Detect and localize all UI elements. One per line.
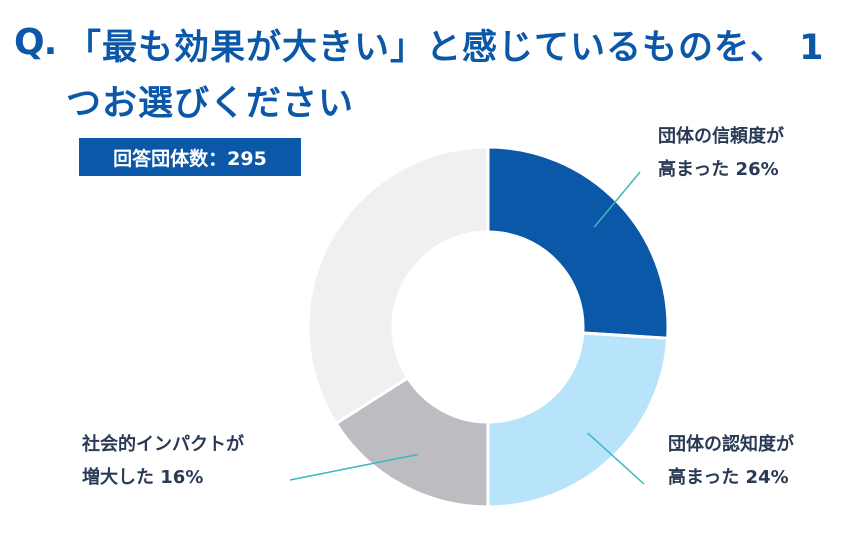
leader-line-awareness xyxy=(587,432,645,485)
question-title: 「最も効果が大きい」と感じているものを、 1つお選びください xyxy=(66,28,825,124)
label-awareness-increased: 団体の認知度が 高まった 24% xyxy=(668,434,794,488)
label-social-impact-increased: 社会的インパクトが 増大した 16% xyxy=(82,434,244,488)
respondent-count-badge: 回答団体数：295 xyxy=(79,138,301,176)
slice-trust xyxy=(486,145,670,340)
slice-awareness xyxy=(486,331,670,509)
question-mark: Q. xyxy=(14,22,57,63)
slice-social-impact xyxy=(333,375,490,509)
leader-line-social-impact xyxy=(289,453,419,481)
leader-line-trust xyxy=(593,171,641,228)
slice-other xyxy=(306,145,490,426)
label-trust-increased: 団体の信頼度が 高まった 26% xyxy=(658,126,784,180)
